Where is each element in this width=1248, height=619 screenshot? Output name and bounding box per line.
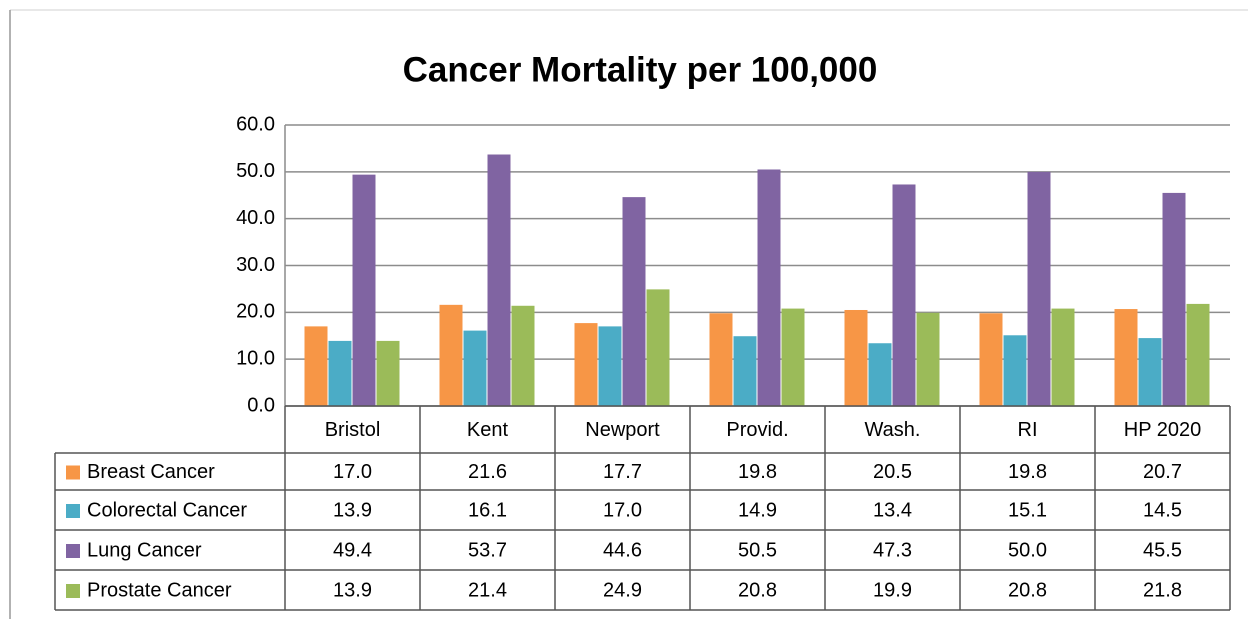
y-tick-label: 50.0 (236, 160, 275, 182)
table-value: 13.9 (333, 579, 372, 601)
bar (979, 313, 1003, 406)
y-tick-label: 60.0 (236, 113, 275, 135)
bar (844, 309, 868, 406)
bar (1186, 303, 1210, 406)
x-tick-label: HP 2020 (1124, 419, 1201, 441)
table-value: 45.5 (1143, 539, 1182, 561)
bar (1138, 338, 1162, 406)
bar (646, 289, 670, 406)
bar (511, 305, 535, 406)
legend-label: Lung Cancer (87, 539, 202, 561)
bar (328, 340, 352, 406)
legend-label: Prostate Cancer (87, 579, 232, 601)
bar (352, 174, 376, 406)
bar (574, 323, 598, 406)
bar (1003, 335, 1027, 406)
legend-label: Breast Cancer (87, 461, 215, 483)
table-value: 15.1 (1008, 499, 1047, 521)
table-value: 13.9 (333, 499, 372, 521)
table-value: 20.8 (738, 579, 777, 601)
table-value: 20.8 (1008, 579, 1047, 601)
y-tick-label: 40.0 (236, 207, 275, 229)
bar (1162, 192, 1186, 406)
table-value: 50.5 (738, 539, 777, 561)
x-tick-label: Kent (467, 419, 509, 441)
x-tick-label: Wash. (865, 419, 921, 441)
table-value: 14.9 (738, 499, 777, 521)
table-value: 21.4 (468, 579, 507, 601)
table-value: 21.6 (468, 461, 507, 483)
legend-swatch (66, 544, 80, 558)
x-tick-label: Provid. (726, 419, 788, 441)
y-tick-label: 30.0 (236, 254, 275, 276)
bar (304, 326, 328, 406)
bar (781, 308, 805, 406)
table-value: 24.9 (603, 579, 642, 601)
bar (709, 313, 733, 406)
table-value: 49.4 (333, 539, 372, 561)
bar (622, 197, 646, 406)
table-value: 19.8 (738, 461, 777, 483)
table-value: 44.6 (603, 539, 642, 561)
table-value: 47.3 (873, 539, 912, 561)
bar (439, 304, 463, 406)
table-value: 20.5 (873, 461, 912, 483)
table-value: 19.9 (873, 579, 912, 601)
bar (868, 343, 892, 406)
bar (598, 326, 622, 406)
table-value: 20.7 (1143, 461, 1182, 483)
bar (916, 312, 940, 406)
table-value: 17.7 (603, 461, 642, 483)
y-tick-label: 0.0 (247, 394, 275, 416)
bar (1114, 309, 1138, 406)
bar (463, 330, 487, 406)
legend-swatch (66, 504, 80, 518)
bar (487, 154, 511, 406)
bar (757, 169, 781, 406)
bar (733, 336, 757, 406)
legend-label: Colorectal Cancer (87, 499, 247, 521)
y-tick-label: 10.0 (236, 347, 275, 369)
legend-swatch (66, 465, 80, 480)
legend-swatch (66, 584, 80, 598)
table-value: 17.0 (333, 461, 372, 483)
table-value: 19.8 (1008, 461, 1047, 483)
chart-title: Cancer Mortality per 100,000 (403, 50, 878, 89)
table-value: 50.0 (1008, 539, 1047, 561)
bar (892, 184, 916, 406)
table-value: 21.8 (1143, 579, 1182, 601)
table-value: 13.4 (873, 499, 912, 521)
table-value: 17.0 (603, 499, 642, 521)
bar (376, 340, 400, 406)
table-value: 53.7 (468, 539, 507, 561)
x-tick-label: Newport (585, 419, 660, 441)
table-value: 14.5 (1143, 499, 1182, 521)
x-tick-label: Bristol (325, 419, 381, 441)
y-tick-label: 20.0 (236, 301, 275, 323)
bar (1027, 171, 1051, 406)
bar (1051, 308, 1075, 406)
x-tick-label: RI (1018, 419, 1038, 441)
table-value: 16.1 (468, 499, 507, 521)
